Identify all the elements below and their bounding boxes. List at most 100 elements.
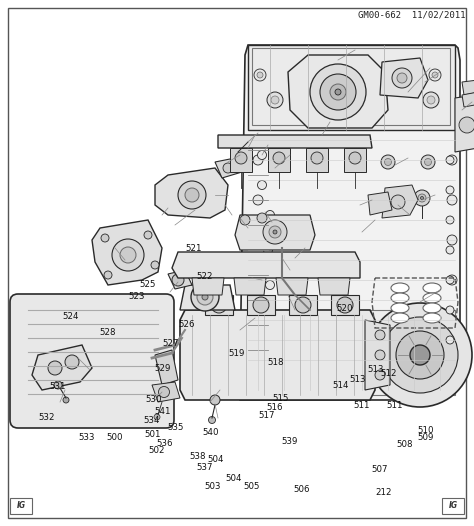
- Polygon shape: [462, 92, 474, 107]
- Circle shape: [254, 69, 266, 81]
- Circle shape: [101, 234, 109, 242]
- Circle shape: [185, 188, 199, 202]
- Ellipse shape: [391, 313, 409, 323]
- Polygon shape: [455, 95, 474, 152]
- Text: 535: 535: [167, 423, 183, 432]
- Text: 502: 502: [148, 446, 164, 456]
- Circle shape: [154, 414, 160, 420]
- Circle shape: [144, 231, 152, 239]
- Circle shape: [273, 152, 285, 164]
- Polygon shape: [180, 310, 375, 400]
- Text: 531: 531: [50, 382, 66, 391]
- Ellipse shape: [423, 313, 441, 323]
- Circle shape: [320, 74, 356, 110]
- Text: 521: 521: [185, 244, 201, 253]
- Circle shape: [112, 239, 144, 271]
- Circle shape: [375, 330, 385, 340]
- FancyBboxPatch shape: [10, 294, 174, 428]
- Circle shape: [63, 397, 69, 403]
- Text: 530: 530: [146, 395, 162, 404]
- Circle shape: [327, 72, 333, 78]
- Circle shape: [447, 195, 457, 205]
- Circle shape: [421, 155, 435, 169]
- Text: 541: 541: [155, 407, 171, 416]
- Polygon shape: [462, 80, 474, 95]
- Text: 523: 523: [128, 291, 145, 301]
- Circle shape: [382, 317, 458, 393]
- Text: 513: 513: [350, 375, 366, 385]
- Ellipse shape: [391, 303, 409, 313]
- Circle shape: [371, 92, 387, 108]
- Circle shape: [267, 92, 283, 108]
- Circle shape: [48, 361, 62, 375]
- Bar: [442, 498, 464, 514]
- Circle shape: [289, 69, 301, 81]
- Circle shape: [257, 213, 267, 223]
- Polygon shape: [180, 285, 235, 310]
- Text: 522: 522: [197, 272, 213, 281]
- Text: 536: 536: [157, 439, 173, 448]
- Circle shape: [418, 194, 426, 202]
- Polygon shape: [235, 215, 315, 250]
- Circle shape: [425, 158, 431, 166]
- Polygon shape: [288, 55, 388, 128]
- Text: 519: 519: [229, 349, 245, 358]
- Circle shape: [245, 138, 251, 144]
- Circle shape: [257, 72, 263, 78]
- Circle shape: [209, 417, 216, 423]
- Circle shape: [211, 297, 227, 313]
- Circle shape: [172, 274, 184, 286]
- Polygon shape: [32, 345, 92, 390]
- Text: 537: 537: [197, 462, 213, 472]
- Text: 534: 534: [144, 416, 160, 426]
- Circle shape: [257, 180, 266, 189]
- Circle shape: [265, 316, 274, 325]
- Circle shape: [381, 155, 395, 169]
- Ellipse shape: [423, 293, 441, 303]
- Polygon shape: [152, 382, 180, 402]
- Polygon shape: [247, 295, 275, 315]
- Circle shape: [253, 155, 263, 165]
- Polygon shape: [365, 320, 390, 390]
- Polygon shape: [234, 278, 266, 295]
- Circle shape: [54, 381, 62, 389]
- Text: 511: 511: [387, 400, 403, 410]
- Circle shape: [197, 289, 213, 305]
- Circle shape: [265, 210, 274, 219]
- Circle shape: [410, 345, 430, 365]
- Circle shape: [235, 151, 241, 158]
- Circle shape: [120, 247, 136, 263]
- Polygon shape: [268, 148, 290, 172]
- Circle shape: [446, 186, 454, 194]
- Ellipse shape: [391, 293, 409, 303]
- Text: 510: 510: [417, 426, 433, 435]
- Text: 511: 511: [353, 400, 369, 410]
- Circle shape: [191, 283, 219, 311]
- Circle shape: [349, 152, 361, 164]
- Circle shape: [330, 84, 346, 100]
- Polygon shape: [92, 220, 162, 285]
- Circle shape: [265, 280, 274, 289]
- Text: 514: 514: [332, 380, 348, 390]
- Text: 515: 515: [273, 394, 289, 403]
- Text: 527: 527: [163, 339, 179, 348]
- Text: 513: 513: [368, 365, 384, 374]
- Circle shape: [447, 235, 457, 245]
- Text: 539: 539: [281, 437, 297, 447]
- Circle shape: [324, 69, 336, 81]
- Circle shape: [253, 275, 263, 285]
- Text: 516: 516: [267, 402, 283, 412]
- Text: IG: IG: [17, 501, 26, 511]
- Circle shape: [235, 152, 247, 164]
- Circle shape: [178, 181, 206, 209]
- Circle shape: [158, 387, 170, 398]
- Text: 529: 529: [155, 363, 171, 373]
- Circle shape: [446, 306, 454, 314]
- Text: 528: 528: [100, 328, 116, 338]
- Polygon shape: [382, 185, 418, 218]
- Circle shape: [414, 190, 430, 206]
- Circle shape: [429, 69, 441, 81]
- Circle shape: [104, 271, 112, 279]
- Text: 538: 538: [190, 452, 206, 461]
- Polygon shape: [215, 158, 242, 178]
